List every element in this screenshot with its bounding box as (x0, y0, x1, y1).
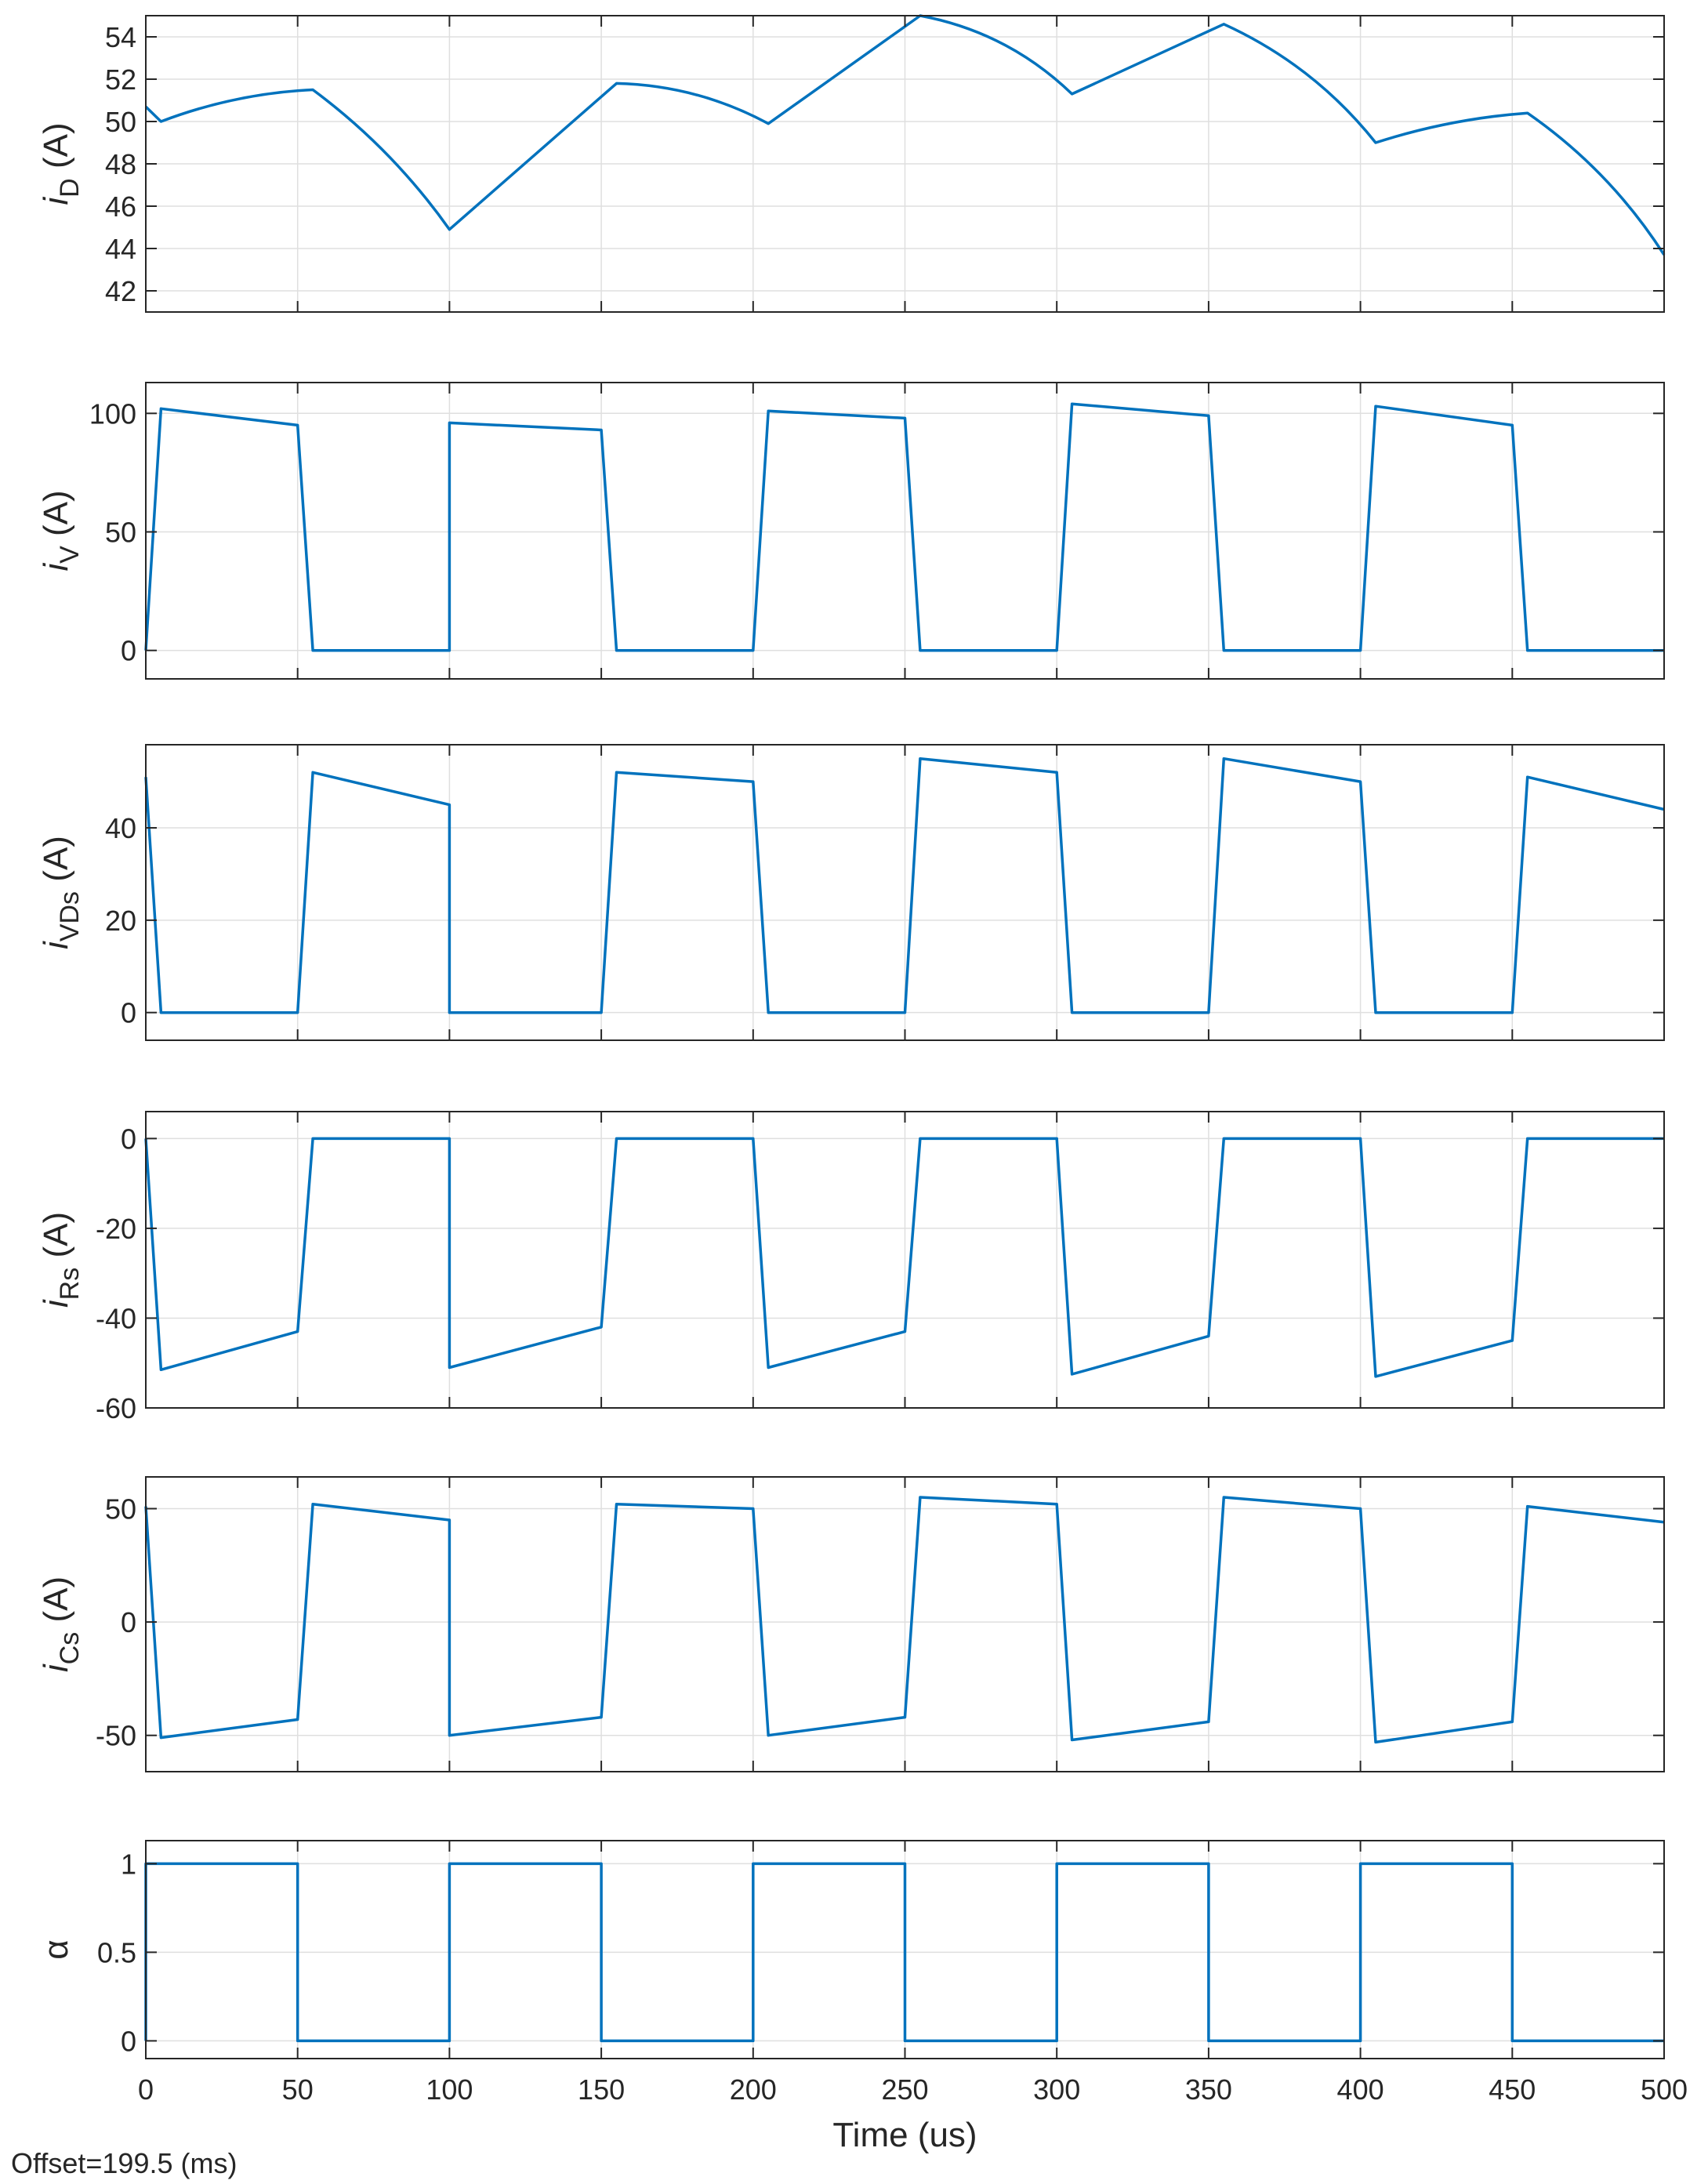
y-tick-label: -20 (96, 1213, 136, 1245)
y-axis-label-unit: (A) (37, 490, 75, 546)
y-tick-label: 0 (121, 1123, 136, 1155)
y-tick-label: 50 (105, 106, 136, 138)
y-axis-label-unit: (A) (37, 1576, 75, 1632)
x-tick-label: 100 (426, 2073, 473, 2106)
x-tick-label: 250 (881, 2073, 928, 2106)
y-tick-label: 0 (121, 1606, 136, 1638)
x-tick-label: 200 (730, 2073, 777, 2106)
y-tick-label: 44 (105, 233, 136, 265)
series-line (144, 402, 1664, 652)
panel-6: 0 0.5 1 0 50 100 150 200 250 300 350 400 450 500 α (37, 1840, 1688, 2106)
panel-3: 0 20 40 iVDs (A) (37, 744, 1665, 1041)
y-tick-label: 0 (121, 2025, 136, 2057)
series-line (144, 1137, 1664, 1378)
y-axis-label-symbol: i (37, 1299, 75, 1308)
x-tick-label: 50 (282, 2073, 314, 2106)
y-axis-label-unit: (A) (37, 836, 75, 891)
panel-2: 0 50 100 iV (A) (37, 382, 1665, 680)
y-tick-label: 42 (105, 275, 136, 307)
y-axis-label: iVDs (A) (37, 836, 85, 949)
y-axis-label: iV (A) (37, 490, 85, 571)
y-tick-label: 50 (105, 1493, 136, 1525)
x-tick-label: 500 (1641, 2073, 1688, 2106)
y-tick-label: 100 (89, 397, 136, 430)
x-tick-label: 300 (1033, 2073, 1080, 2106)
y-tick-label: 0.5 (97, 1936, 136, 1968)
y-axis-label-symbol: α (37, 1939, 75, 1959)
series-line (144, 1862, 1664, 2043)
x-axis-label: Time (us) (832, 2116, 977, 2154)
y-tick-label: 1 (121, 1848, 136, 1880)
y-axis-label: iRs (A) (37, 1212, 85, 1308)
y-tick-label: -40 (96, 1302, 136, 1334)
y-axis-label: iD (A) (37, 122, 85, 205)
series-line (144, 756, 1665, 1014)
y-axis-label: α (37, 1939, 75, 1959)
x-tick-label: 350 (1185, 2073, 1232, 2106)
y-axis-label-symbol: i (37, 941, 75, 949)
y-tick-label: 20 (105, 905, 136, 937)
y-tick-label: 0 (121, 997, 136, 1029)
y-tick-label: 0 (121, 635, 136, 667)
y-tick-label: 40 (105, 812, 136, 844)
y-tick-label: -60 (96, 1392, 136, 1424)
y-axis-label-symbol: i (37, 1663, 75, 1672)
y-axis-label: iCs (A) (37, 1576, 85, 1672)
y-axis-label-subscript: D (55, 178, 85, 198)
x-tick-label: 0 (138, 2073, 154, 2106)
y-axis-label-subscript: VDs (55, 891, 85, 941)
y-tick-label: 48 (105, 148, 136, 180)
y-axis-label-symbol: i (37, 563, 75, 571)
y-axis-label-subscript: Rs (55, 1268, 85, 1301)
panel-5: -50 0 50 iCs (A) (37, 1476, 1665, 1772)
y-tick-label: 54 (105, 21, 136, 53)
panel-1: 42 44 46 48 50 52 54 iD (A) (37, 14, 1666, 313)
y-tick-label: 50 (105, 517, 136, 549)
y-axis-label-unit: (A) (37, 1212, 75, 1268)
y-tick-label: 46 (105, 190, 136, 223)
y-axis-label-unit: (A) (37, 122, 75, 178)
series-line (144, 1496, 1665, 1744)
offset-label: Offset=199.5 (ms) (11, 2147, 237, 2179)
series-line (144, 14, 1666, 256)
y-tick-label: 52 (105, 63, 136, 96)
x-tick-label: 450 (1489, 2073, 1536, 2106)
x-tick-label: 150 (578, 2073, 625, 2106)
y-tick-label: -50 (96, 1720, 136, 1752)
y-axis-label-symbol: i (37, 197, 75, 205)
y-axis-label-subscript: V (55, 546, 85, 564)
x-tick-label: 400 (1337, 2073, 1384, 2106)
y-axis-label-subscript: Cs (55, 1632, 85, 1665)
panel-4: -60 -40 -20 0 iRs (A) (37, 1111, 1665, 1424)
